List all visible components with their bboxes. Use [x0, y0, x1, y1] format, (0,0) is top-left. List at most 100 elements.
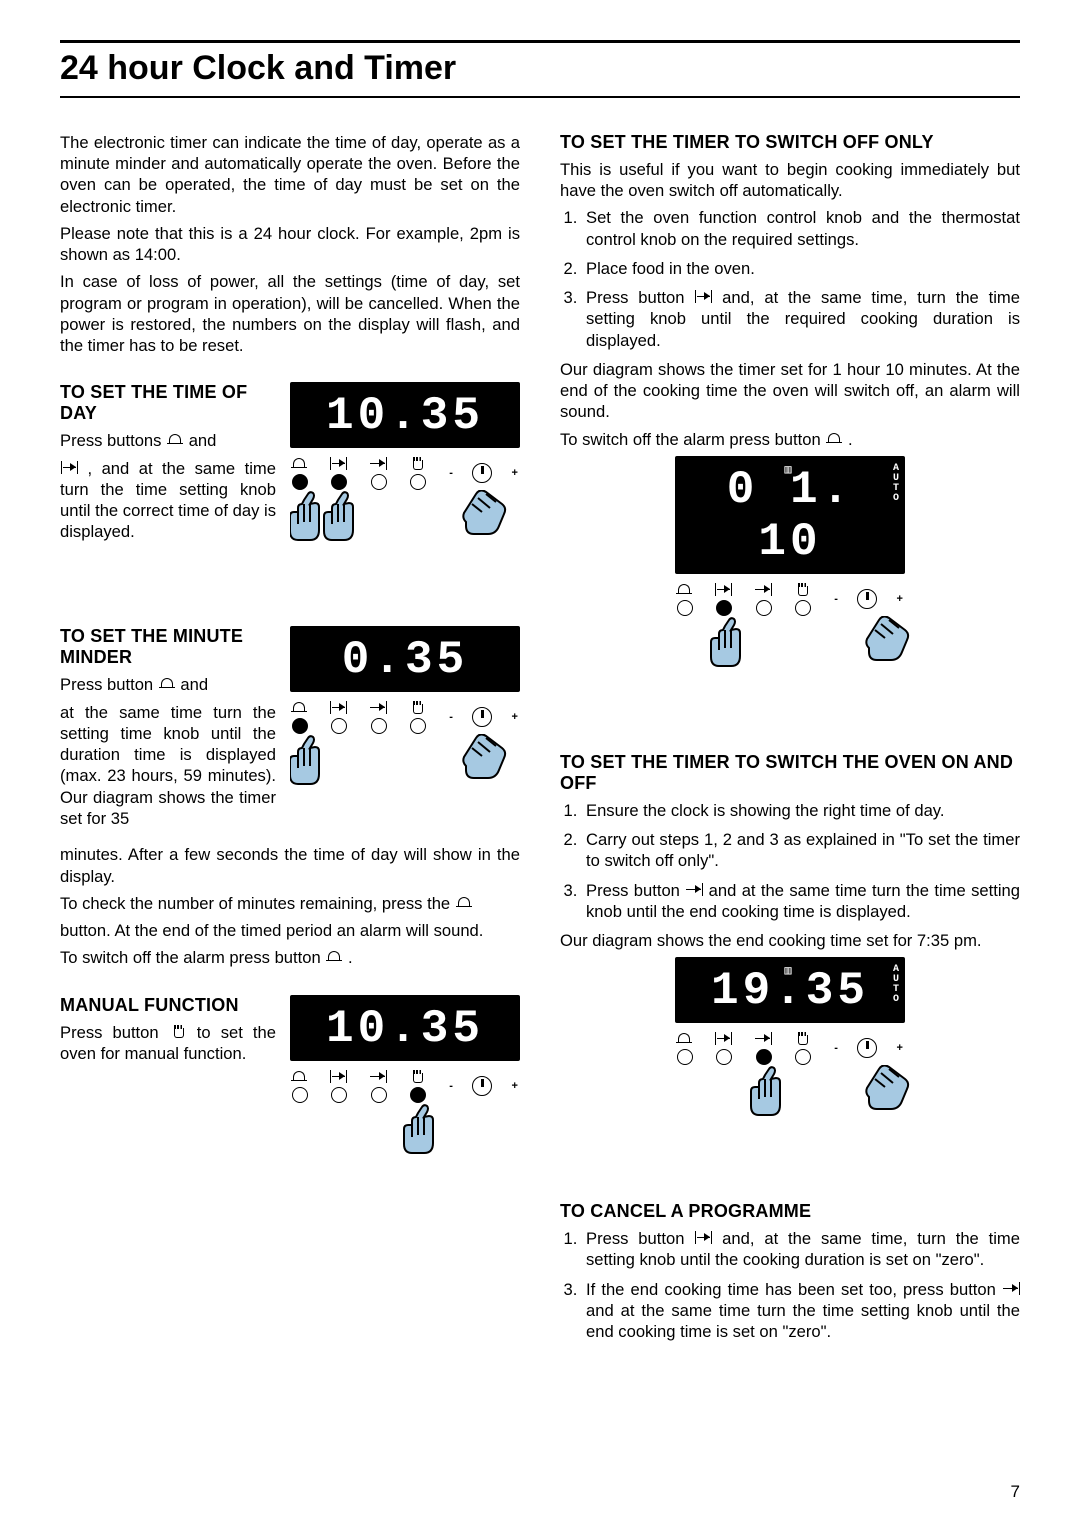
minus-label: -	[449, 467, 453, 479]
diagram-manual: 10.35 - +	[290, 995, 520, 1213]
btn-end	[754, 1031, 776, 1065]
btn-manual	[408, 456, 430, 490]
text: Press button	[586, 1229, 694, 1248]
heading-on-and-off: TO SET THE TIMER TO SWITCH THE OVEN ON A…	[560, 752, 1020, 794]
left-column: The electronic timer can indicate the ti…	[60, 132, 520, 1350]
text: To check the number of minutes remaining…	[60, 894, 455, 913]
right-column: TO SET THE TIMER TO SWITCH OFF ONLY This…	[560, 132, 1020, 1350]
lcd-display: ▥ 19.35 AUTO	[675, 957, 905, 1023]
mm-alarm: button. At the end of the timed period a…	[60, 920, 520, 941]
lcd-display: 0.35	[290, 626, 520, 692]
time-knob	[472, 1076, 492, 1096]
pot-indicator: ▥	[784, 462, 795, 477]
hand-illustration	[290, 490, 520, 600]
button-row: - +	[675, 574, 905, 620]
plus-label: +	[512, 467, 518, 479]
btn-end	[369, 1069, 391, 1103]
text: Press buttons	[60, 431, 166, 450]
text: To switch off the alarm press button	[60, 948, 325, 967]
text: .	[848, 430, 853, 449]
diagram-time-of-day: 10.35 - +	[290, 382, 520, 600]
onoff-steps: Ensure the clock is showing the right ti…	[560, 800, 1020, 922]
btn-bell	[290, 1069, 312, 1103]
intro-p3: In case of loss of power, all the settin…	[60, 271, 520, 356]
minus-label: -	[834, 1042, 838, 1054]
time-knob	[472, 707, 492, 727]
switchoff-intro: This is useful if you want to begin cook…	[560, 159, 1020, 201]
button-row: - +	[290, 692, 520, 738]
btn-duration	[329, 1069, 351, 1103]
bell-icon	[166, 432, 184, 448]
step-3: Press button and at the same time turn t…	[582, 880, 1020, 922]
hand-illustration	[290, 734, 520, 844]
step-3: Press button and, at the same time, turn…	[582, 287, 1020, 351]
lcd-text: 0 1. 10	[727, 464, 853, 568]
pot-indicator: ▥	[784, 963, 795, 978]
heading-minute-minder: TO SET THE MINUTE MINDER	[60, 626, 276, 668]
minus-label: -	[449, 1080, 453, 1092]
mm-line1: Press button and	[60, 674, 276, 695]
section-manual: MANUAL FUNCTION Press button to set the …	[60, 995, 520, 1213]
btn-end	[754, 582, 776, 616]
btn-duration	[329, 700, 351, 734]
section-switch-off: TO SET THE TIMER TO SWITCH OFF ONLY This…	[560, 132, 1020, 726]
btn-bell	[675, 1031, 697, 1065]
btn-duration	[329, 456, 351, 490]
text: , and at the same time turn the time set…	[60, 459, 276, 542]
section-time-of-day: TO SET THE TIME OF DAY Press buttons and…	[60, 382, 520, 600]
btn-end	[369, 456, 391, 490]
plus-label: +	[897, 593, 903, 605]
intro-p2: Please note that this is a 24 hour clock…	[60, 223, 520, 265]
btn-manual	[793, 1031, 815, 1065]
plus-label: +	[512, 1080, 518, 1092]
heading-time-of-day: TO SET THE TIME OF DAY	[60, 382, 276, 424]
step-2: Carry out steps 1, 2 and 3 as explained …	[582, 829, 1020, 871]
text: Press button	[60, 675, 158, 694]
btn-bell	[675, 582, 697, 616]
rule-under-title	[60, 96, 1020, 98]
tod-line1: Press buttons and	[60, 430, 276, 451]
rule-top	[60, 40, 1020, 43]
heading-manual: MANUAL FUNCTION	[60, 995, 276, 1016]
text: Press button	[586, 881, 685, 900]
text: .	[348, 948, 353, 967]
manual-line: Press button to set the oven for manual …	[60, 1022, 276, 1064]
text: Press button	[60, 1023, 169, 1042]
btn-bell	[290, 700, 312, 734]
minus-label: -	[449, 711, 453, 723]
diagram-on-and-off: ▥ 19.35 AUTO - +	[675, 957, 905, 1175]
section-on-and-off: TO SET THE TIMER TO SWITCH THE OVEN ON A…	[560, 752, 1020, 1175]
auto-indicator: AUTO	[893, 464, 899, 504]
cancel-steps: Press button and, at the same time, turn…	[560, 1228, 1020, 1342]
btn-bell	[290, 456, 312, 490]
heading-switch-off: TO SET THE TIMER TO SWITCH OFF ONLY	[560, 132, 1020, 153]
text: and	[180, 675, 208, 694]
hand-illustration	[675, 616, 905, 726]
diagram-switch-off: ▥ 0 1. 10 AUTO - +	[675, 456, 905, 726]
button-row: - +	[290, 448, 520, 494]
end-time-icon	[685, 882, 703, 898]
text: Press button	[586, 288, 694, 307]
lcd-display: 10.35	[290, 995, 520, 1061]
text: and at the same time turn the time setti…	[586, 1301, 1020, 1341]
bell-icon	[158, 676, 176, 692]
button-row: - +	[290, 1061, 520, 1107]
mm-line2-wide: minutes. After a few seconds the time of…	[60, 844, 520, 886]
button-row: - +	[675, 1023, 905, 1069]
bell-icon	[825, 431, 843, 447]
text: and	[189, 431, 217, 450]
duration-icon	[60, 460, 78, 476]
btn-end	[369, 700, 391, 734]
btn-manual	[408, 1069, 430, 1103]
hand-illustration	[675, 1065, 905, 1175]
page-number: 7	[1011, 1482, 1020, 1502]
step-3: If the end cooking time has been set too…	[582, 1279, 1020, 1343]
page-title: 24 hour Clock and Timer	[60, 49, 1020, 88]
auto-indicator: AUTO	[893, 965, 899, 1005]
hand-illustration	[290, 1103, 520, 1213]
duration-icon	[694, 289, 712, 305]
switchoff-outro: Our diagram shows the timer set for 1 ho…	[560, 359, 1020, 423]
mm-line2-narrow: at the same time turn the setting time k…	[60, 702, 276, 829]
section-cancel: TO CANCEL A PROGRAMME Press button and, …	[560, 1201, 1020, 1342]
switchoff-steps: Set the oven function control knob and t…	[560, 207, 1020, 350]
